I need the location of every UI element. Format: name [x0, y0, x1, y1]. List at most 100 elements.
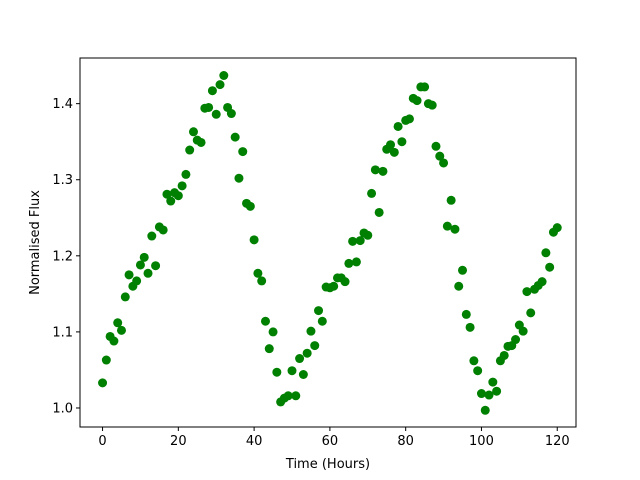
data-point: [268, 327, 278, 337]
data-point: [317, 316, 327, 326]
data-point: [215, 80, 225, 90]
data-point: [109, 336, 119, 346]
data-point: [473, 366, 483, 376]
data-point: [442, 221, 452, 231]
data-point: [158, 225, 168, 235]
data-point: [363, 230, 373, 240]
data-point: [397, 137, 407, 147]
data-point: [207, 86, 217, 96]
data-point: [374, 207, 384, 217]
data-point: [552, 223, 562, 233]
data-point: [211, 109, 221, 119]
data-point: [446, 195, 456, 205]
data-point: [370, 165, 380, 175]
data-point: [541, 248, 551, 258]
data-point: [484, 390, 494, 400]
data-point: [306, 326, 316, 336]
data-point: [435, 151, 445, 161]
y-tick-label: 1.4: [52, 97, 73, 112]
data-point: [132, 276, 142, 286]
data-point: [488, 377, 498, 387]
data-point: [139, 252, 149, 262]
data-point: [177, 181, 187, 191]
data-point: [298, 370, 308, 379]
data-point: [249, 235, 259, 245]
x-tick-label: 40: [246, 434, 263, 449]
data-point: [181, 169, 191, 179]
y-tick-label: 1.2: [52, 249, 73, 264]
data-point: [120, 292, 130, 302]
data-point: [245, 201, 255, 211]
data-point: [469, 356, 479, 366]
data-point: [355, 236, 365, 246]
data-point: [522, 287, 532, 297]
x-tick-label: 0: [98, 434, 106, 449]
data-point: [295, 354, 305, 364]
data-point: [162, 189, 172, 199]
x-tick-label: 60: [322, 434, 339, 449]
data-point: [283, 391, 293, 401]
data-point: [188, 127, 198, 137]
data-point: [431, 141, 441, 151]
data-point: [166, 196, 176, 206]
data-point: [113, 318, 123, 328]
data-point: [492, 386, 502, 396]
data-point: [204, 102, 214, 112]
x-axis-label: Time (Hours): [285, 457, 370, 472]
x-tick-label: 120: [545, 434, 570, 449]
data-point: [386, 140, 396, 150]
data-point: [348, 236, 358, 246]
x-axis-ticks: 0 20 40 60 80 100 120: [98, 427, 570, 449]
data-point: [393, 121, 403, 131]
data-point: [314, 306, 324, 316]
data-point: [526, 308, 536, 318]
data-point: [238, 147, 248, 157]
data-point: [518, 326, 528, 336]
data-point: [511, 335, 521, 345]
data-point: [499, 350, 509, 360]
data-point: [351, 257, 361, 267]
data-point: [389, 147, 399, 157]
data-point: [329, 281, 339, 291]
y-tick-label: 1.0: [52, 401, 73, 416]
data-point: [461, 309, 471, 319]
x-tick-label: 20: [170, 434, 187, 449]
data-point: [151, 261, 161, 271]
y-axis-ticks: 1.0 1.1 1.2 1.3 1.4: [52, 97, 80, 416]
x-tick-label: 80: [397, 434, 414, 449]
data-point: [537, 277, 547, 287]
data-point: [465, 322, 475, 332]
data-point: [135, 260, 145, 270]
data-point: [230, 132, 240, 142]
data-point: [219, 71, 229, 80]
data-point: [476, 389, 486, 399]
data-point: [454, 281, 464, 291]
data-point: [458, 265, 468, 275]
x-tick-label: 100: [469, 434, 494, 449]
y-axis-label: Normalised Flux: [28, 190, 43, 295]
data-point: [367, 188, 377, 198]
data-point: [302, 348, 312, 358]
data-point: [480, 405, 490, 415]
data-point: [287, 366, 297, 376]
data-point: [378, 166, 388, 176]
data-point: [147, 231, 157, 241]
y-tick-label: 1.1: [52, 325, 73, 340]
data-point: [291, 391, 301, 401]
data-point: [257, 276, 267, 286]
data-point: [234, 173, 244, 183]
data-point: [173, 191, 183, 201]
data-point: [404, 114, 414, 124]
data-point: [340, 277, 350, 287]
data-point: [450, 224, 460, 234]
data-point: [264, 344, 274, 354]
data-point: [143, 268, 153, 278]
data-point: [272, 367, 282, 377]
data-point: [412, 96, 422, 106]
data-point: [439, 158, 449, 168]
data-point: [101, 355, 111, 365]
y-tick-label: 1.3: [52, 173, 73, 188]
data-point: [545, 262, 555, 272]
